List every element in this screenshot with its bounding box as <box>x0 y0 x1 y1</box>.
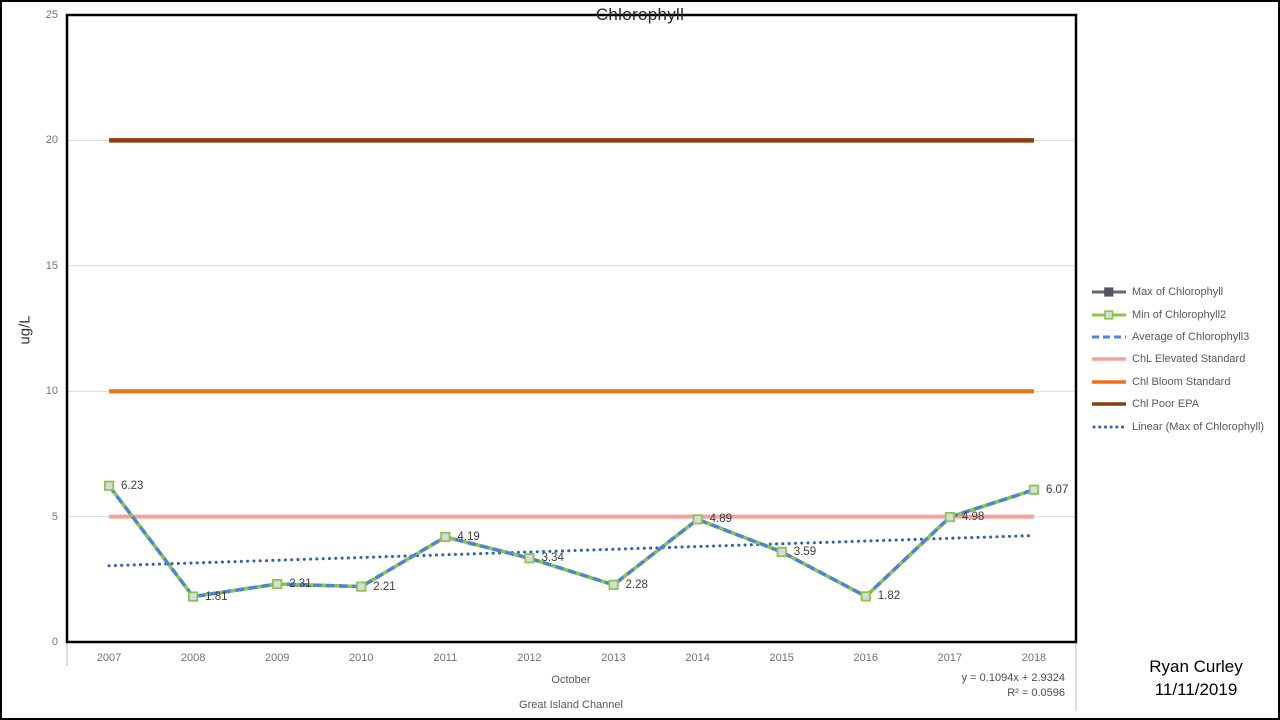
legend-label: Chl Poor EPA <box>1132 398 1200 411</box>
legend-key-icon <box>1092 425 1126 429</box>
data-point-label: 2.21 <box>373 580 396 593</box>
legend-item[interactable]: Min of Chlorophyll2 <box>1092 303 1264 325</box>
data-point-label: 6.23 <box>121 479 144 492</box>
data-point-label: 3.34 <box>541 552 564 565</box>
legend-item[interactable]: Max of Chlorophyll <box>1092 281 1264 303</box>
x-tick-label: 2009 <box>264 652 290 664</box>
x-tick-label: 2011 <box>433 652 458 664</box>
legend-label: ChL Elevated Standard <box>1132 353 1246 366</box>
x-tick-label: 2013 <box>601 652 626 664</box>
data-point-label: 1.81 <box>205 590 228 603</box>
author-annotation: Ryan Curley 11/11/2019 <box>1149 655 1243 701</box>
data-point-label: 6.07 <box>1045 483 1069 496</box>
legend-key-icon <box>1092 380 1126 384</box>
chart-title: Chlorophyll <box>595 5 685 24</box>
x-tick-label: 2018 <box>1021 652 1047 664</box>
y-tick-label: 25 <box>45 9 58 21</box>
author-date: 11/11/2019 <box>1154 680 1238 699</box>
legend-key-icon <box>1092 357 1126 362</box>
y-tick-label: 5 <box>51 510 58 523</box>
legend-label: Linear (Max of Chlorophyll) <box>1132 420 1265 433</box>
y-tick-label: 15 <box>45 259 58 272</box>
trendline-equation: y = 0.1094x + 2.9324 R² = 0.0596 <box>962 671 1065 700</box>
y-tick-label: 0 <box>51 636 58 648</box>
legend-label: Chl Bloom Standard <box>1132 375 1231 388</box>
x-axis-title-location: Great Island Channel <box>519 699 623 711</box>
legend-key-icon <box>1092 335 1126 339</box>
legend-key-icon <box>1092 402 1126 406</box>
trendline-r2: R² = 0.0596 <box>1007 686 1065 699</box>
x-axis-title-month: October <box>551 674 591 686</box>
x-tick-label: 2010 <box>349 652 374 664</box>
legend-item[interactable]: Chl Poor EPA <box>1092 393 1264 415</box>
legend-label: Max of Chlorophyll <box>1132 286 1224 299</box>
x-tick-label: 2012 <box>517 652 542 664</box>
legend-item[interactable]: Chl Bloom Standard <box>1092 371 1264 393</box>
legend-item[interactable]: Linear (Max of Chlorophyll) <box>1092 415 1264 437</box>
data-point-label: 2.28 <box>625 578 648 591</box>
author-name: Ryan Curley <box>1149 657 1243 676</box>
legend-label: Average of Chlorophyll3 <box>1132 330 1250 343</box>
data-point-label: 2.31 <box>289 578 312 591</box>
x-tick-label: 2014 <box>685 652 710 664</box>
data-point-label: 1.82 <box>877 590 901 603</box>
data-point-label: 4.89 <box>709 513 733 526</box>
chart-legend: Max of Chlorophyll Min of Chlorophyll2 Ave… <box>1092 281 1264 438</box>
x-tick-label: 2007 <box>96 652 122 664</box>
legend-item[interactable]: Average of Chlorophyll3 <box>1092 326 1264 348</box>
x-tick-label: 2017 <box>937 652 963 664</box>
x-tick-label: 2015 <box>769 652 794 664</box>
legend-key-icon <box>1092 309 1126 320</box>
y-tick-label: 20 <box>45 134 58 147</box>
data-point-label: 4.98 <box>961 511 985 524</box>
legend-item[interactable]: ChL Elevated Standard <box>1092 348 1264 370</box>
y-tick-label: 10 <box>45 385 58 398</box>
data-point-label: 3.59 <box>793 545 817 558</box>
legend-key-icon <box>1092 287 1126 297</box>
x-tick-label: 2008 <box>180 652 206 664</box>
y-axis-title: ug/L <box>16 315 34 345</box>
x-tick-label: 2016 <box>853 652 879 664</box>
trendline-equation-line: y = 0.1094x + 2.9324 <box>961 672 1065 684</box>
legend-label: Min of Chlorophyll2 <box>1132 308 1227 321</box>
data-point-label: 4.19 <box>457 530 480 543</box>
